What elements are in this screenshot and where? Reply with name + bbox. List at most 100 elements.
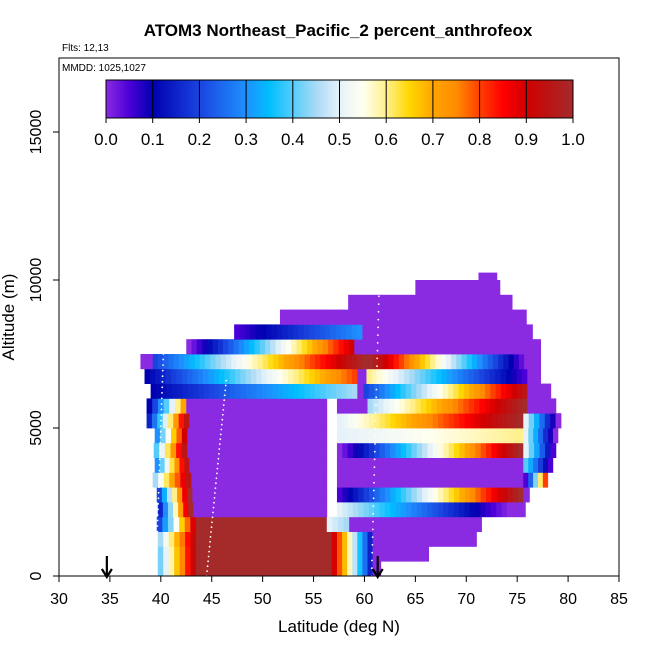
heatmap-cell bbox=[490, 383, 497, 399]
heatmap-cell bbox=[421, 383, 428, 399]
heatmap-cell bbox=[325, 354, 332, 370]
heatmap-cell bbox=[390, 442, 396, 458]
profile-dot bbox=[218, 443, 221, 445]
heatmap-cell bbox=[231, 413, 238, 429]
heatmap-cell bbox=[341, 354, 347, 370]
heatmap-cell bbox=[374, 442, 380, 458]
heatmap-cell bbox=[320, 383, 326, 399]
profile-dot bbox=[376, 349, 379, 352]
heatmap-cell bbox=[245, 368, 252, 384]
heatmap-cell bbox=[342, 502, 348, 518]
heatmap-cell bbox=[203, 442, 210, 458]
heatmap-cell bbox=[354, 516, 361, 532]
heatmap-cell bbox=[242, 457, 248, 473]
heatmap-cell bbox=[489, 309, 496, 325]
heatmap-cell bbox=[219, 487, 226, 503]
heatmap-cell bbox=[452, 309, 459, 325]
heatmap-cell bbox=[374, 413, 380, 429]
profile-dot bbox=[159, 453, 161, 455]
heatmap-cell bbox=[422, 472, 428, 488]
heatmap-cell bbox=[496, 502, 502, 518]
heatmap-cell bbox=[363, 428, 370, 444]
heatmap-cell bbox=[362, 324, 369, 340]
heatmap-cell bbox=[442, 324, 448, 340]
heatmap-cell bbox=[252, 354, 258, 370]
profile-dot bbox=[215, 477, 218, 480]
profile-dot bbox=[223, 399, 226, 402]
heatmap-cell bbox=[427, 487, 434, 503]
heatmap-cell bbox=[388, 354, 395, 370]
heatmap-cell bbox=[266, 324, 272, 340]
heatmap-cell bbox=[484, 309, 491, 325]
heatmap-cell bbox=[278, 428, 285, 444]
heatmap-cell bbox=[215, 354, 222, 370]
profile-dot bbox=[161, 386, 164, 389]
profile-dot bbox=[161, 380, 164, 383]
heatmap-cell bbox=[494, 339, 501, 355]
profile-dot bbox=[160, 414, 163, 416]
heatmap-cell bbox=[412, 516, 419, 532]
heatmap-cell bbox=[463, 368, 469, 384]
heatmap-cell bbox=[341, 324, 347, 340]
heatmap-cell bbox=[522, 368, 528, 384]
heatmap-cell bbox=[336, 428, 343, 444]
heatmap-cell bbox=[422, 457, 428, 473]
heatmap-cell bbox=[492, 354, 499, 370]
heatmap-cell bbox=[212, 472, 218, 488]
heatmap-cell bbox=[512, 472, 519, 488]
heatmap-cell bbox=[436, 368, 442, 384]
heatmap-cell bbox=[384, 309, 391, 325]
heatmap-cell bbox=[171, 368, 177, 384]
colorbar-tick-label: 0.1 bbox=[141, 130, 165, 149]
heatmap-cell bbox=[411, 294, 418, 310]
heatmap-cell bbox=[382, 546, 389, 562]
heatmap-cell bbox=[379, 413, 386, 429]
heatmap-cell bbox=[444, 516, 451, 532]
heatmap-cell bbox=[227, 398, 234, 414]
heatmap-cell bbox=[374, 383, 380, 399]
heatmap-cell bbox=[198, 383, 205, 399]
heatmap-cell bbox=[238, 339, 245, 355]
heatmap-cell bbox=[253, 561, 260, 577]
heatmap-cell bbox=[285, 472, 291, 488]
heatmap-cell bbox=[406, 428, 412, 444]
profile-dot bbox=[375, 396, 378, 399]
heatmap-cell bbox=[430, 339, 437, 355]
heatmap-cell bbox=[271, 324, 278, 340]
heatmap-cell bbox=[180, 398, 187, 414]
profile-dot bbox=[225, 379, 228, 382]
heatmap-cell bbox=[446, 368, 453, 384]
heatmap-cell bbox=[414, 531, 420, 547]
heatmap-cell bbox=[235, 428, 242, 444]
heatmap-cell bbox=[476, 516, 482, 532]
heatmap-cell bbox=[253, 546, 260, 562]
heatmap-cell bbox=[230, 383, 236, 399]
heatmap-cell bbox=[516, 368, 523, 384]
heatmap-cell bbox=[269, 516, 275, 532]
heatmap-cell bbox=[181, 368, 188, 384]
heatmap-cell bbox=[226, 354, 232, 370]
heatmap-cell bbox=[443, 502, 449, 518]
heatmap-cell bbox=[430, 368, 437, 384]
heatmap-cell bbox=[424, 339, 431, 355]
heatmap-cell bbox=[436, 398, 443, 414]
profile-dot bbox=[214, 487, 217, 489]
heatmap-cell bbox=[406, 294, 413, 310]
profile-dot bbox=[372, 489, 375, 492]
heatmap-cell bbox=[480, 472, 487, 488]
heatmap-cell bbox=[331, 546, 338, 562]
heatmap-cell bbox=[194, 457, 201, 473]
heatmap-cell bbox=[508, 354, 515, 370]
heatmap-cell bbox=[310, 442, 317, 458]
heatmap-cell bbox=[395, 309, 401, 325]
heatmap-cell bbox=[464, 502, 471, 518]
heatmap-cell bbox=[163, 546, 170, 562]
latitude-arrows bbox=[100, 556, 384, 580]
heatmap-cell bbox=[342, 561, 348, 577]
heatmap-cell bbox=[448, 472, 455, 488]
heatmap-cell bbox=[253, 516, 260, 532]
heatmap-cell bbox=[352, 472, 359, 488]
heatmap-cell bbox=[227, 472, 234, 488]
profile-dot bbox=[216, 467, 219, 470]
heatmap-cell bbox=[451, 339, 458, 355]
